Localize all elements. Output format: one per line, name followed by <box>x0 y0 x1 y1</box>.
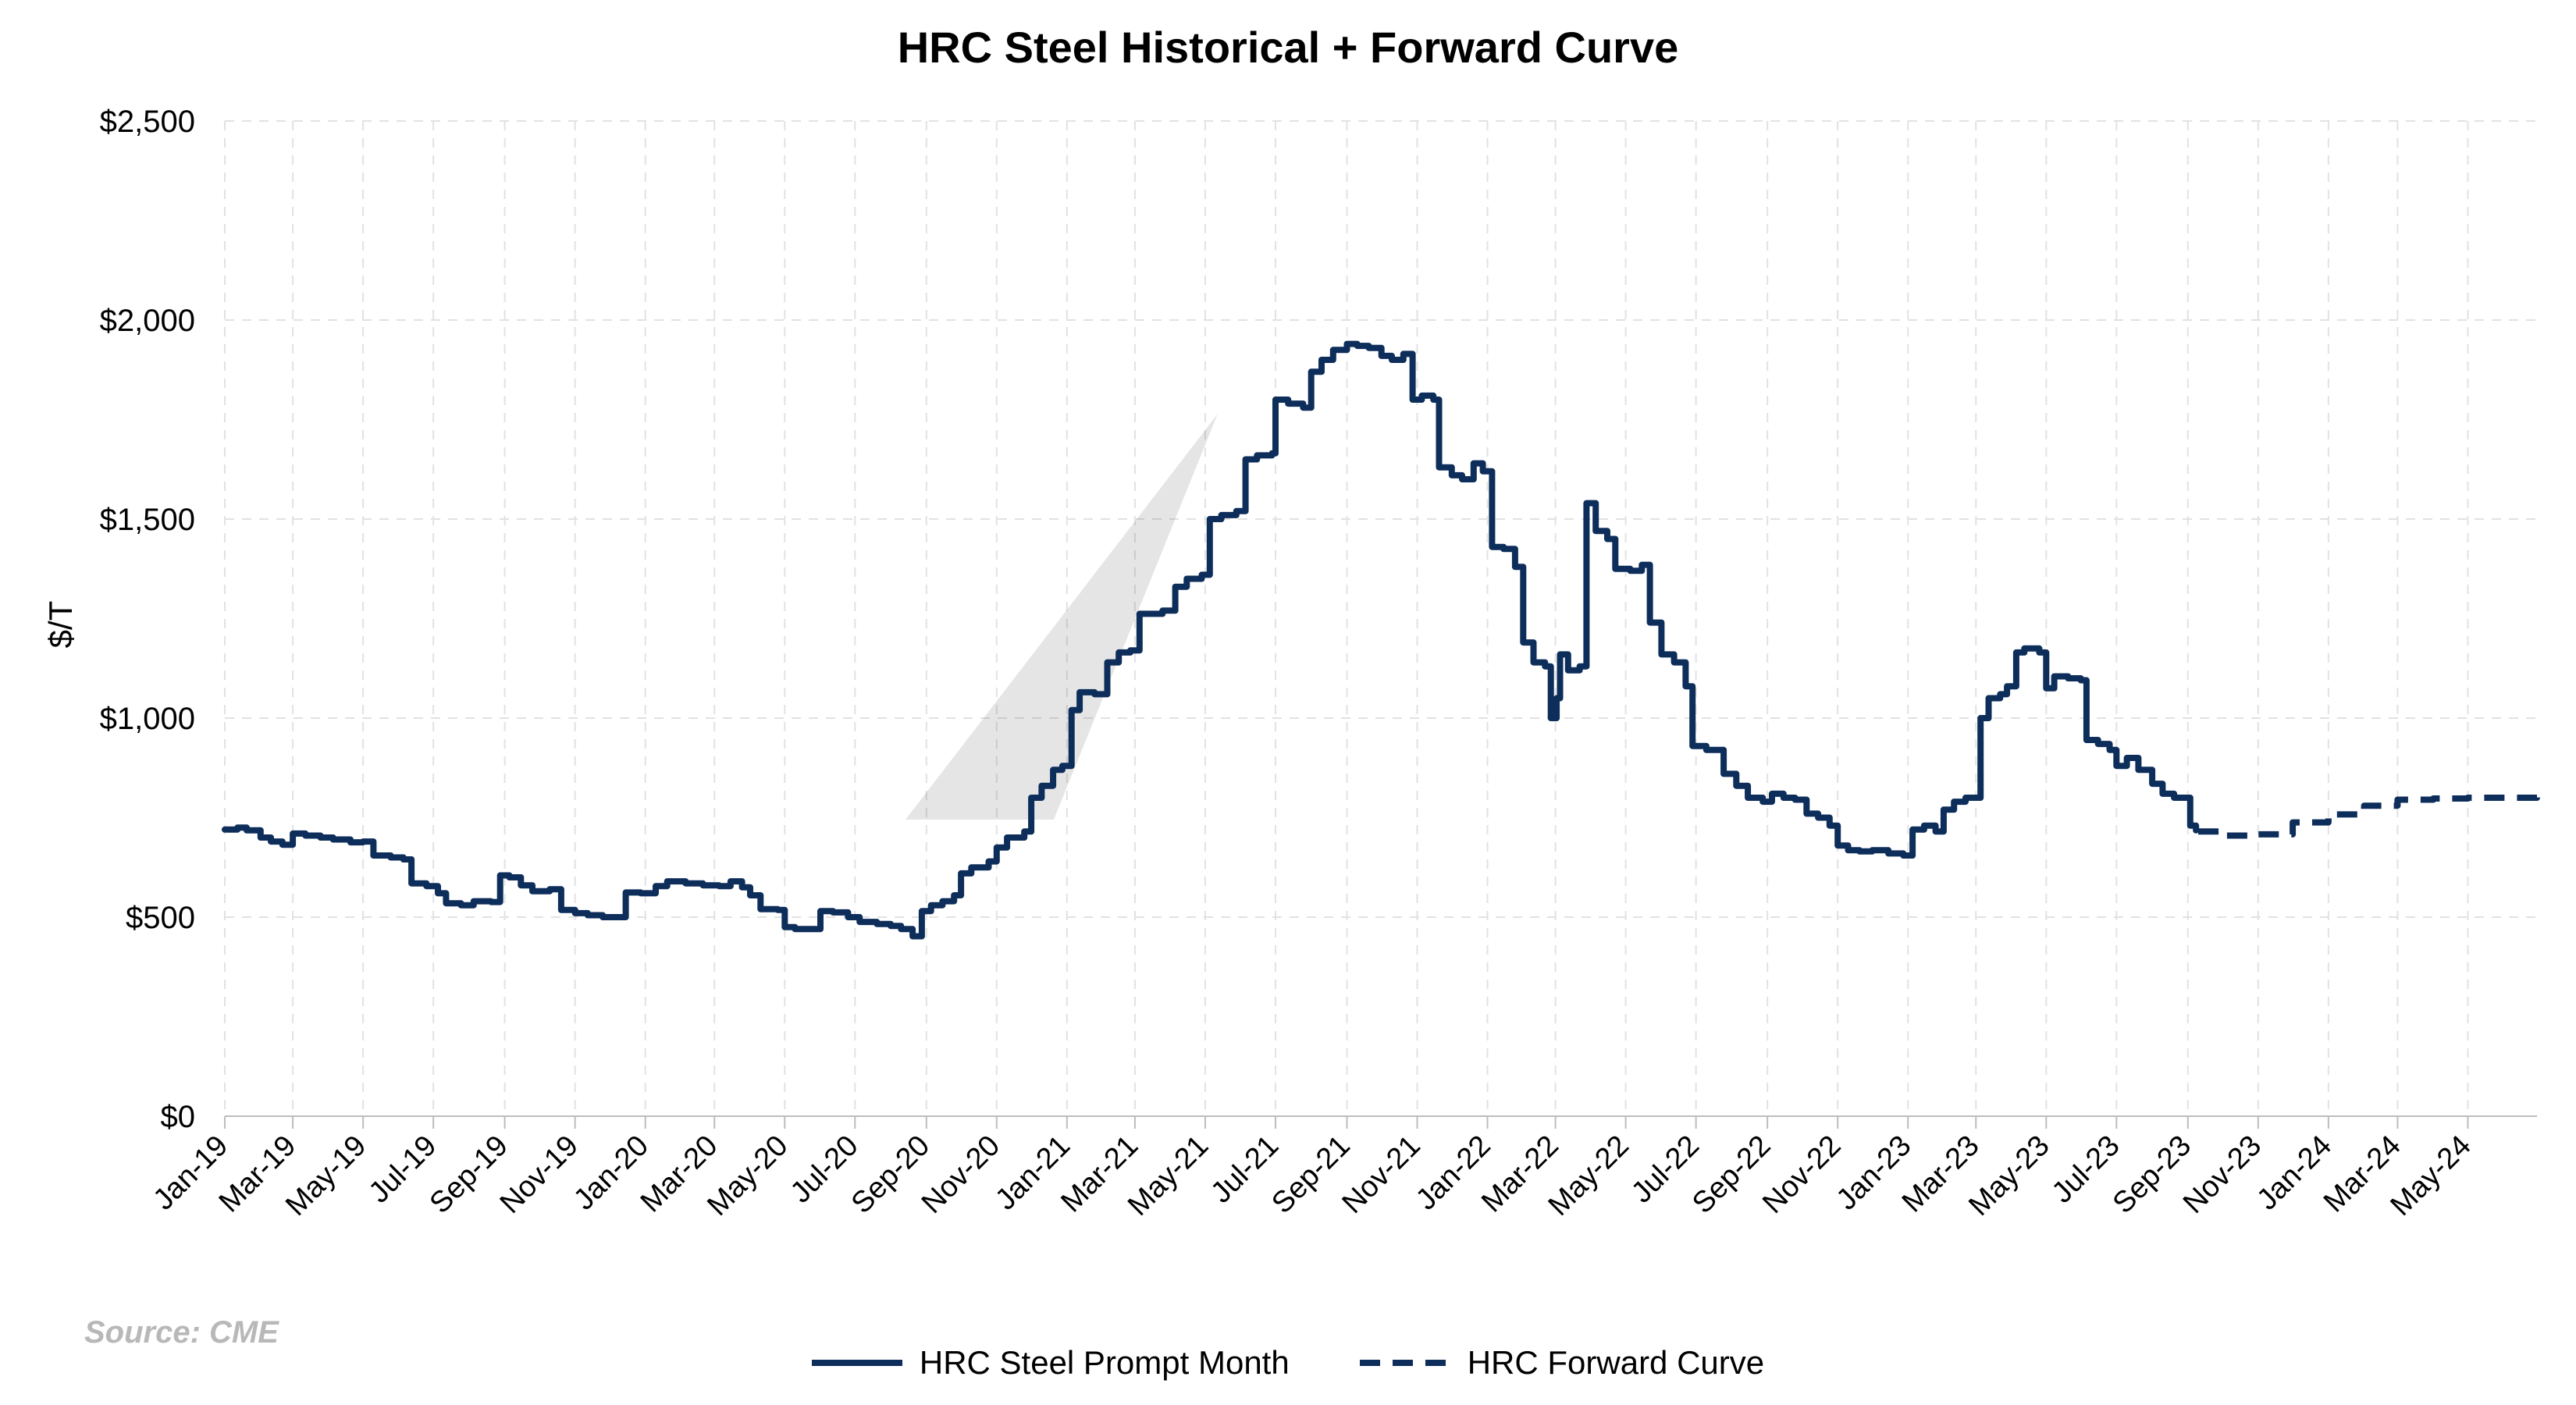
y-axis-ticks: $0 $500 $1,000 $1,500 $2,000 $2,500 <box>100 105 195 1134</box>
y-tick-label: $1,000 <box>100 702 195 736</box>
legend-label-forward-curve: HRC Forward Curve <box>1467 1344 1765 1381</box>
x-tick-label: Nov-21 <box>1336 1129 1427 1220</box>
series-layer <box>222 340 2540 940</box>
x-tick-label: May-19 <box>279 1129 372 1222</box>
legend-swatch-dashed <box>1359 1360 1450 1366</box>
watermark-logo <box>820 414 1288 820</box>
series-line-prompt-month <box>222 340 2200 940</box>
x-tick-label: May-20 <box>701 1129 794 1222</box>
legend-swatch-solid <box>811 1360 902 1366</box>
legend: HRC Steel Prompt Month HRC Forward Curve <box>0 1344 2576 1382</box>
x-tick-label: Sep-23 <box>2107 1129 2197 1220</box>
legend-item-prompt-month: HRC Steel Prompt Month <box>811 1344 1290 1382</box>
legend-item-forward-curve: HRC Forward Curve <box>1359 1344 1765 1382</box>
y-tick-label: $500 <box>126 901 195 935</box>
x-axis: Jan-19Mar-19May-19Jul-19Sep-19Nov-19Jan-… <box>147 1115 2537 1222</box>
chart-title: HRC Steel Historical + Forward Curve <box>897 23 1679 72</box>
source-note: Source: CME <box>84 1315 279 1350</box>
x-tick-label: May-22 <box>1542 1129 1635 1222</box>
series-line-forward-curve <box>2198 791 2540 839</box>
x-tick-label: May-24 <box>2385 1129 2478 1222</box>
x-tick-label: Sep-19 <box>424 1129 514 1220</box>
x-tick-label: Nov-23 <box>2177 1129 2268 1220</box>
y-tick-label: $2,500 <box>100 105 195 139</box>
x-tick-label: Nov-20 <box>916 1129 1006 1220</box>
x-tick-label: May-23 <box>1962 1129 2055 1222</box>
x-tick-label: Sep-21 <box>1265 1129 1356 1220</box>
y-axis-label: $/T <box>42 601 79 649</box>
y-tick-label: $2,000 <box>100 304 195 338</box>
y-tick-label: $1,500 <box>100 503 195 537</box>
gridlines <box>224 120 2537 1116</box>
x-tick-label: Sep-20 <box>845 1129 936 1220</box>
x-tick-label: Nov-22 <box>1756 1129 1847 1220</box>
x-tick-label: Nov-19 <box>494 1129 585 1220</box>
x-tick-label: May-21 <box>1122 1129 1215 1222</box>
y-tick-label: $0 <box>161 1100 196 1134</box>
legend-label-prompt-month: HRC Steel Prompt Month <box>919 1344 1290 1381</box>
x-tick-label: Sep-22 <box>1686 1129 1777 1220</box>
